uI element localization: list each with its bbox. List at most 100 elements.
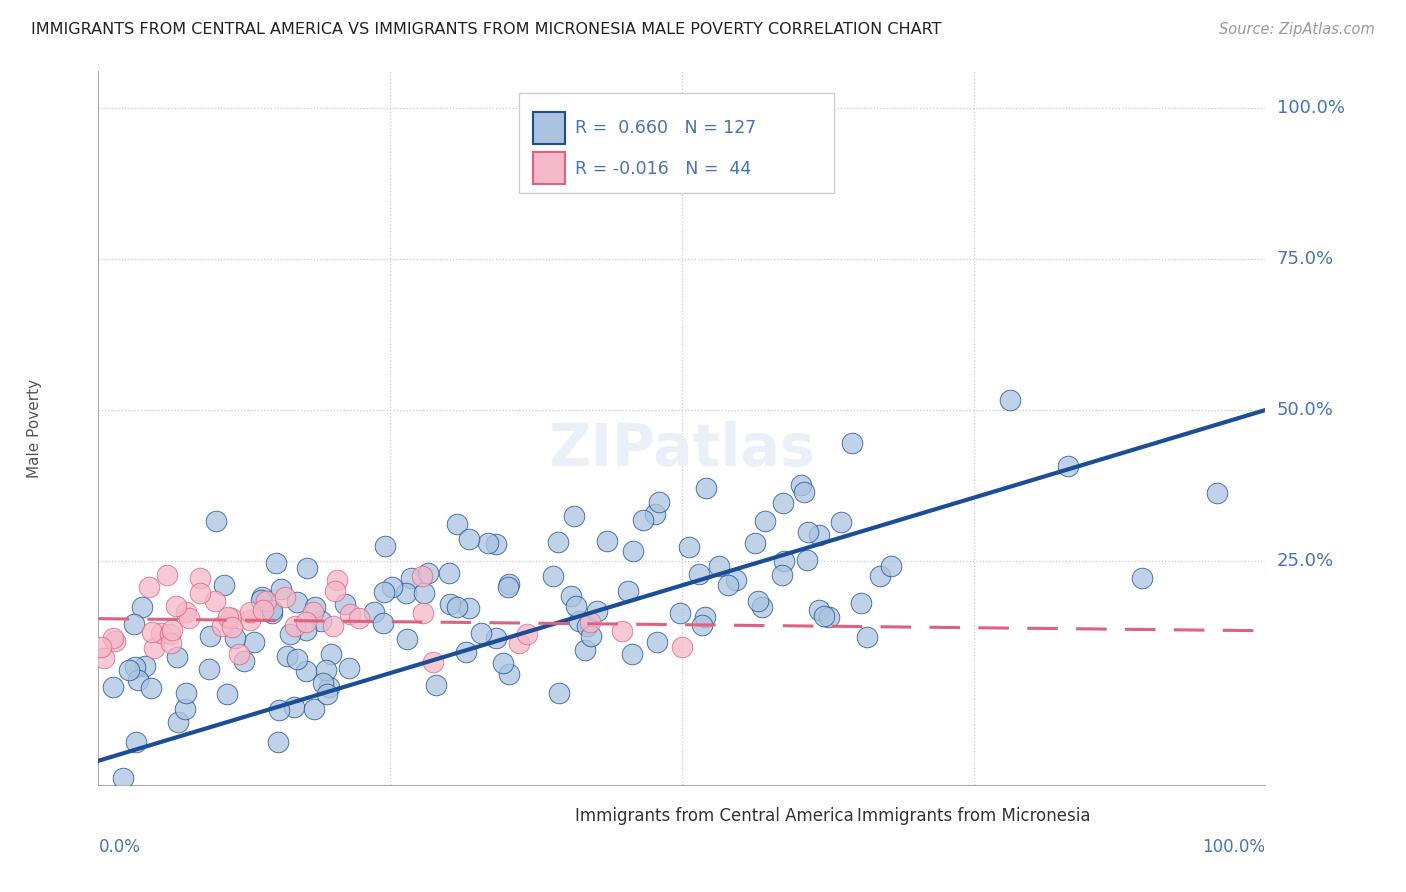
Point: [252, 603, 274, 617]
Point: [796, 553, 818, 567]
Point: [621, 648, 644, 662]
Point: [127, 673, 149, 688]
Point: [813, 609, 835, 624]
Point: [470, 626, 492, 640]
Point: [162, 623, 184, 637]
Point: [418, 566, 440, 580]
Point: [294, 624, 316, 638]
Point: [373, 584, 395, 599]
Point: [645, 634, 668, 648]
Text: 50.0%: 50.0%: [1277, 401, 1333, 419]
Point: [103, 681, 125, 695]
Point: [323, 584, 346, 599]
Point: [574, 643, 596, 657]
Point: [177, 611, 200, 625]
Text: Immigrants from Central America: Immigrants from Central America: [575, 806, 853, 824]
Point: [138, 580, 160, 594]
Point: [90, 640, 112, 654]
Point: [250, 593, 273, 607]
Point: [104, 634, 127, 648]
Point: [621, 543, 644, 558]
Point: [707, 559, 730, 574]
Point: [1057, 458, 1080, 473]
Point: [790, 478, 813, 492]
Point: [302, 605, 325, 619]
Point: [688, 566, 710, 581]
Point: [477, 535, 499, 549]
Point: [267, 703, 290, 717]
Point: [315, 663, 337, 677]
Point: [485, 632, 508, 646]
Text: 100.0%: 100.0%: [1277, 99, 1344, 117]
Point: [295, 664, 318, 678]
Point: [295, 560, 318, 574]
Point: [309, 614, 332, 628]
Point: [101, 631, 124, 645]
Text: Male Poverty: Male Poverty: [27, 378, 42, 478]
Point: [772, 496, 794, 510]
Point: [456, 644, 478, 658]
Point: [304, 600, 326, 615]
Point: [851, 596, 873, 610]
Point: [412, 586, 434, 600]
Point: [818, 610, 841, 624]
Point: [395, 632, 418, 646]
Point: [751, 600, 773, 615]
Point: [548, 686, 571, 700]
Point: [262, 606, 284, 620]
Point: [880, 559, 903, 574]
Point: [131, 600, 153, 615]
Point: [339, 607, 361, 621]
Point: [793, 485, 815, 500]
Point: [224, 631, 246, 645]
Point: [564, 509, 586, 524]
Point: [498, 576, 520, 591]
Point: [446, 600, 468, 615]
Point: [516, 626, 538, 640]
Point: [167, 714, 190, 729]
Point: [485, 537, 508, 551]
Point: [717, 577, 740, 591]
Point: [166, 650, 188, 665]
Point: [808, 603, 831, 617]
Point: [228, 647, 250, 661]
Point: [278, 627, 301, 641]
Point: [188, 571, 211, 585]
Point: [581, 629, 603, 643]
Point: [142, 640, 165, 655]
Point: [568, 614, 591, 628]
Point: [284, 619, 307, 633]
Point: [266, 556, 288, 570]
Point: [205, 514, 228, 528]
Point: [1130, 571, 1153, 585]
Point: [869, 569, 891, 583]
Point: [644, 507, 666, 521]
Text: 100.0%: 100.0%: [1202, 838, 1265, 856]
Point: [1000, 392, 1022, 407]
Point: [173, 702, 195, 716]
Point: [160, 636, 183, 650]
Point: [422, 655, 444, 669]
Point: [498, 580, 520, 594]
Point: [575, 619, 598, 633]
Point: [671, 640, 693, 655]
Point: [295, 615, 318, 629]
Point: [159, 627, 181, 641]
Point: [124, 660, 146, 674]
Point: [315, 687, 337, 701]
Point: [219, 611, 242, 625]
Point: [211, 619, 233, 633]
Point: [217, 610, 239, 624]
Point: [374, 539, 396, 553]
Point: [215, 687, 238, 701]
Point: [547, 535, 569, 549]
Point: [322, 619, 344, 633]
Point: [401, 571, 423, 585]
Point: [491, 656, 513, 670]
Point: [772, 554, 794, 568]
Point: [139, 681, 162, 695]
Point: [770, 568, 793, 582]
Point: [631, 513, 654, 527]
Point: [565, 599, 588, 613]
Point: [498, 667, 520, 681]
